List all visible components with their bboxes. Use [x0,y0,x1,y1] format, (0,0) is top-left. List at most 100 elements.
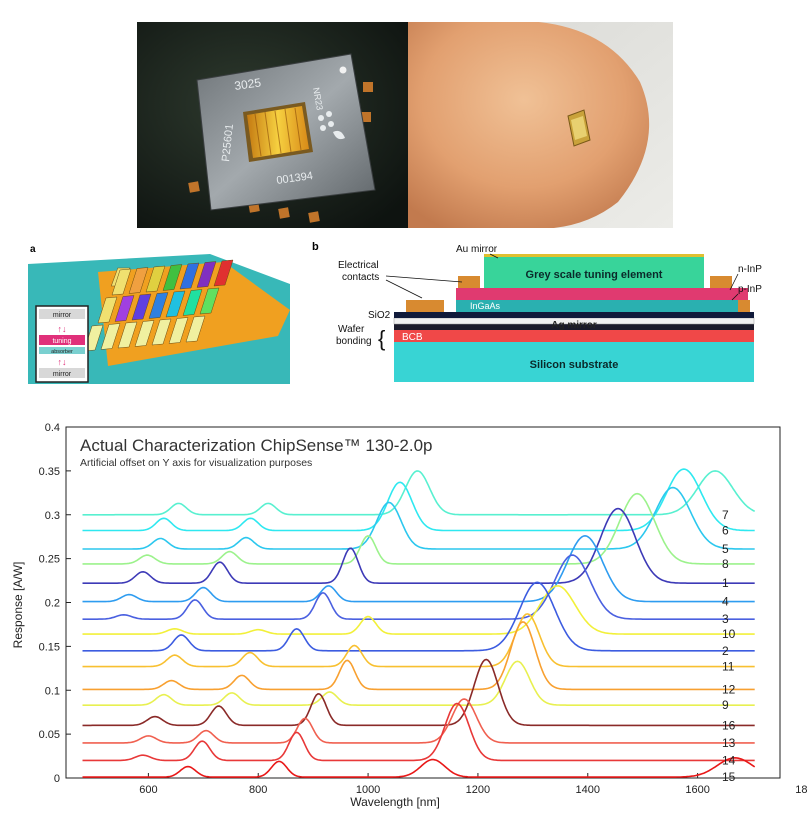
y-tick-label: 0.05 [39,729,60,741]
series-line-8 [82,492,755,565]
filter-cells [83,259,234,352]
x-tick-label: 1800 [795,784,808,796]
filter-cell [213,259,234,287]
contact-left [406,300,444,312]
series-line-11 [82,613,755,668]
inset-mirror-top: mirror [53,312,72,319]
wafer-bonding-label-1: Wafer [338,324,365,335]
chip-marking-3025: 3025 [233,75,262,93]
series-label-4: 4 [722,595,729,609]
series-label-12: 12 [722,682,736,696]
chip-marking-serial: 001394 [276,170,314,187]
filter-cell [165,290,186,318]
series-line-9 [82,660,755,706]
x-tick-label: 1200 [466,784,490,796]
silicon-substrate [394,342,754,382]
fingertip-photo [408,22,673,228]
series-line-4 [82,534,755,603]
filter-cell [145,265,166,293]
y-tick-label: 0.15 [39,641,60,653]
filter-cell [134,320,155,347]
contact-top-right [710,276,732,288]
series-label-3: 3 [722,612,729,626]
filter-cell [196,261,217,288]
filter-cell [168,317,189,344]
filter-cell [117,321,138,349]
filter-cell [185,315,206,343]
electrical-contacts-label-1: Electrical [338,260,379,271]
bcb-label: BCB [402,332,423,343]
filter-cell [100,323,121,350]
filter-cell [114,295,135,322]
contact-top-left [458,276,480,288]
filter-cell [128,267,149,294]
n-inp-label: n-InP [738,264,762,275]
series-line-15 [82,756,756,778]
series-label-5: 5 [722,542,729,556]
chip-package-photo: 3025 NR23 P25601 001394 [137,22,408,228]
series-line-6 [82,468,755,532]
series-line-14 [82,702,755,762]
series-label-11: 11 [722,660,735,674]
x-axis-label: Wavelength [nm] [350,795,440,809]
filter-cell [151,318,172,346]
series-line-7 [82,470,756,516]
x-tick-label: 800 [249,784,267,796]
y-axis-ticks: 0 0.05 0.1 0.15 0.2 0.25 0.3 0.35 0.4 [39,422,71,785]
x-tick-label: 1000 [356,784,380,796]
series-line-5 [82,486,755,550]
series-label-6: 6 [722,524,729,538]
ag-mirror-label: Ag mirror [551,320,597,331]
series-label-7: 7 [722,508,729,522]
y-tick-label: 0.1 [45,685,60,697]
sio2-label: SiO2 [368,310,391,321]
chip-marking-nr23: NR23 [311,87,325,111]
series-label-15: 15 [722,770,736,784]
series-label-9: 9 [722,698,729,712]
filter-cell [199,287,220,315]
ingaas-label: InGaAs [470,301,501,311]
chart-subtitle: Artificial offset on Y axis for visualiz… [80,457,312,469]
tuning-element-label: Grey scale tuning element [526,269,663,281]
series-label-1: 1 [722,576,729,590]
x-axis-ticks: 600 800 1000 1200 1400 1600 1800 [139,773,808,796]
filter-cell [162,264,183,291]
cross-section-diagram: b Silicon substrate BCB Ag mirror InGaAs… [312,241,762,382]
sio2-layer [394,312,754,318]
chip-marking-part: P25601 [220,123,236,162]
series-line-16 [82,658,755,727]
y-axis-label: Response [A/W] [11,562,25,649]
series-line-2 [82,581,755,652]
panel-b-label: b [312,241,319,253]
filter-cell [148,292,169,319]
electrical-contacts-label-2: contacts [342,272,379,283]
svg-text:↑↓: ↑↓ [58,324,67,334]
filter-cell [182,289,203,316]
p-inp-label: p-InP [738,284,762,295]
series-line-1 [82,507,755,584]
wafer-bonding-label-2: bonding [336,336,372,347]
device-array-diagram: a mirror ↑↓ tuning absorber ↑↓ mirror [28,244,290,384]
silicon-label: Silicon substrate [530,359,619,371]
series-label-14: 14 [722,753,736,767]
series-label-8: 8 [722,557,729,571]
tuning-element [484,256,704,288]
series-line-12 [82,621,755,691]
inset-absorber: absorber [51,349,73,355]
x-tick-label: 600 [139,784,157,796]
filter-cell [111,268,132,296]
response-chart: 0 0.05 0.1 0.15 0.2 0.25 0.3 0.35 0.4 600 800 1000… [11,422,808,809]
x-tick-label: 1400 [576,784,600,796]
chart-title: Actual Characterization ChipSense™ 130-2… [80,436,432,455]
series-label-13: 13 [722,736,736,750]
au-mirror-label: Au mirror [456,244,498,255]
filter-cell [97,296,118,324]
filter-cell [179,262,200,290]
filter-cell [131,293,152,321]
y-tick-label: 0.25 [39,554,60,566]
y-tick-label: 0.3 [45,510,60,522]
x-tick-label: 1600 [685,784,709,796]
brand-logo [318,111,345,140]
series-label-10: 10 [722,627,736,641]
